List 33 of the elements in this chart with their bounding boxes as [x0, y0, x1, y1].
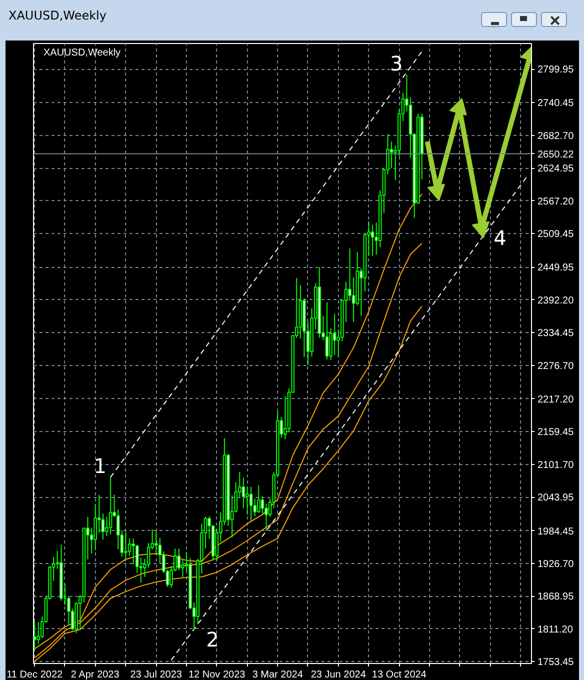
- annotation: 2: [206, 628, 219, 652]
- y-tick-label: 2043.95: [538, 492, 574, 504]
- y-tick-label: 2799.95: [538, 64, 574, 76]
- y-tick-label: 1926.70: [538, 558, 574, 570]
- x-tick-label: 3 Mar 2024: [252, 670, 304, 680]
- y-tick-label: 2276.70: [538, 360, 574, 372]
- y-tick-label: 1868.95: [538, 592, 574, 603]
- x-tick-label: 2 Apr 2023: [70, 670, 120, 680]
- y-tick-label: 2392.20: [538, 295, 574, 306]
- y-tick-label: 2567.20: [538, 196, 574, 208]
- y-tick-label: 2217.20: [538, 394, 574, 406]
- y-tick-label: 2449.95: [538, 262, 574, 274]
- annotation: 1: [94, 454, 107, 478]
- y-tick-label: 2159.45: [538, 427, 574, 438]
- y-tick-label: 2682.70: [538, 130, 574, 142]
- y-tick-label: 2101.70: [538, 460, 574, 471]
- x-tick-label: 23 Jun 2024: [310, 670, 366, 680]
- y-tick-label: 2740.45: [538, 98, 574, 110]
- y-tick-label: 2334.45: [538, 328, 574, 340]
- ref-line-label: 2650.22: [538, 149, 574, 160]
- x-tick-label: 13 Oct 2024: [372, 670, 427, 680]
- y-tick-label: 2509.45: [538, 228, 574, 240]
- x-tick-label: 11 Dec 2022: [6, 670, 64, 680]
- annotation: 4: [494, 226, 506, 250]
- chart-subtitle: XAUUSD,Weekly: [44, 48, 121, 58]
- annotation: 3: [390, 52, 403, 76]
- x-tick-label: 12 Nov 2023: [188, 670, 246, 680]
- chart-title: XAUUSD,Weekly: [8, 8, 106, 22]
- x-tick-label: 23 Jul 2023: [130, 670, 182, 680]
- y-tick-label: 1753.45: [538, 657, 574, 668]
- y-tick-label: 2624.95: [538, 164, 574, 175]
- y-tick-label: 1984.45: [538, 526, 574, 538]
- y-tick-label: 1811.20: [538, 624, 574, 636]
